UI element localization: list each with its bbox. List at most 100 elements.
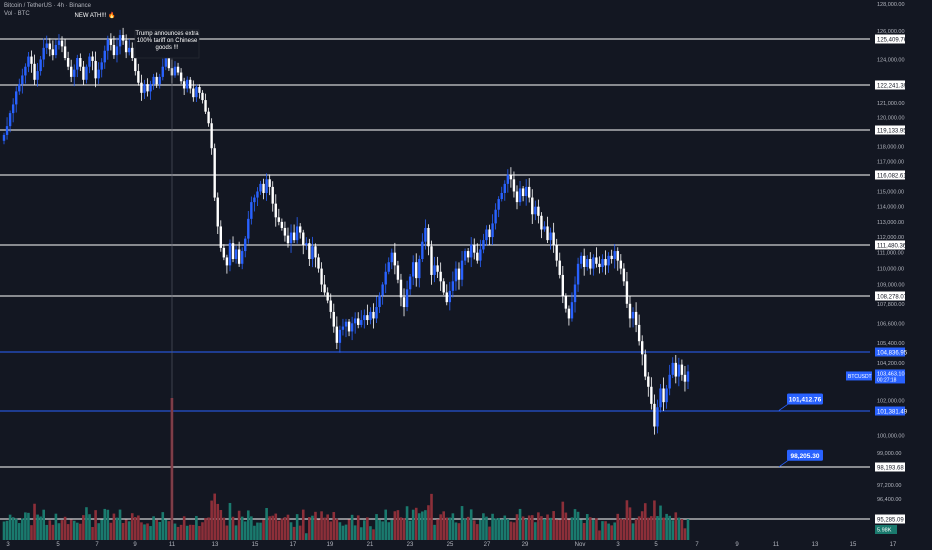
volume-bar-105: [323, 517, 326, 540]
candle-body-103: [317, 257, 320, 269]
volume-bar-141: [433, 524, 436, 540]
candle-body-137: [421, 241, 424, 260]
candle-body-157: [482, 240, 485, 250]
y-tick-14: 110,000.00: [877, 267, 904, 273]
y-tick-7: 117,000.00: [877, 159, 904, 165]
volume-bar-19: [60, 520, 64, 540]
candle-body-86: [265, 179, 268, 193]
volume-bar-181: [555, 519, 558, 540]
volume-bar-75: [231, 516, 235, 540]
current-price-countdown: 00:27:18: [877, 377, 897, 383]
volume-bar-167: [512, 522, 516, 540]
y-tick-22: 100,000.00: [877, 433, 905, 439]
volume-bar-70: [216, 503, 220, 540]
volume-bar-104: [320, 511, 323, 540]
white-level-label-3: 116,082.61: [877, 174, 907, 180]
candle-body-181: [555, 244, 558, 261]
candle-body-61: [189, 79, 192, 89]
candle-body-138: [424, 227, 427, 242]
candle-body-219: [671, 362, 674, 375]
white-level-label-5: 108,278.07: [877, 295, 908, 301]
volume-bar-83: [256, 522, 259, 540]
candle-body-75: [231, 243, 235, 260]
white-level-tag-1: [875, 80, 905, 90]
volume-bar-201: [616, 513, 620, 540]
volume-bar-144: [442, 511, 446, 540]
white-level-label-7: 95,285.09: [877, 518, 904, 524]
candle-body-19: [60, 40, 64, 47]
volume-bar-0: [2, 521, 6, 540]
candle-body-120: [369, 311, 372, 321]
candle-body-174: [534, 206, 537, 215]
candle-body-169: [518, 188, 522, 203]
candle-body-146: [448, 290, 452, 303]
tariff-line-3: goods !!!: [155, 45, 179, 51]
candle-body-163: [500, 192, 503, 200]
candle-body-77: [237, 249, 241, 264]
volume-bar-15: [48, 520, 52, 540]
x-tick-22: 17: [890, 542, 897, 548]
volume-bar-54: [167, 521, 171, 540]
candle-body-165: [506, 174, 510, 184]
candle-body-13: [42, 47, 45, 60]
candle-body-134: [411, 262, 415, 277]
volume-bar-137: [421, 511, 424, 540]
candle-body-162: [497, 199, 500, 210]
candle-body-156: [479, 249, 482, 261]
candle-body-107: [329, 300, 332, 312]
volume-bar-173: [530, 515, 534, 540]
volume-bar-77: [237, 510, 241, 540]
volume-bar-12: [39, 516, 42, 540]
volume-bar-112: [344, 524, 348, 540]
volume-bar-160: [491, 513, 494, 540]
candle-body-177: [543, 226, 546, 230]
candle-body-109: [335, 326, 339, 343]
candle-body-104: [320, 268, 323, 285]
candle-body-87: [268, 179, 271, 187]
candle-body-29: [91, 56, 94, 61]
volume-bar-185: [567, 519, 571, 540]
volume-bar-213: [653, 500, 656, 540]
volume-bar-38: [118, 509, 122, 540]
candle-body-66: [204, 100, 207, 112]
candle-body-9: [30, 56, 33, 64]
volume-bar-153: [469, 509, 473, 540]
candle-body-195: [598, 263, 601, 267]
candle-body-36: [112, 44, 116, 56]
volume-bar-89: [274, 513, 278, 540]
x-tick-9: 21: [367, 542, 374, 548]
volume-bar-82: [253, 525, 256, 540]
volume-bar-119: [366, 517, 369, 540]
candle-body-35: [109, 39, 113, 45]
candle-body-119: [366, 315, 369, 321]
blue-level-tag-0: [875, 347, 905, 357]
candle-body-143: [439, 271, 442, 282]
volume-bar-127: [390, 519, 394, 540]
volume-bar-71: [219, 510, 223, 540]
candle-body-70: [216, 197, 219, 227]
candle-body-33: [103, 50, 106, 63]
volume-bar-139: [427, 505, 430, 540]
candle-body-60: [186, 79, 189, 89]
x-tick-8: 19: [327, 542, 334, 548]
volume-bar-172: [527, 515, 531, 540]
candle-body-63: [195, 87, 198, 98]
candle-body-51: [158, 76, 161, 85]
volume-bar-23: [72, 520, 76, 540]
volume-bar-140: [430, 493, 433, 540]
candle-body-147: [451, 281, 455, 291]
volume-bar-103: [317, 519, 320, 540]
candle-body-148: [454, 268, 458, 282]
volume-bar-183: [561, 501, 565, 540]
volume-bar-58: [179, 524, 183, 540]
volume-bar-93: [286, 514, 290, 540]
volume-bar-148: [454, 522, 458, 540]
volume-bar-147: [451, 513, 455, 540]
candle-body-202: [619, 260, 623, 269]
volume-bar-21: [66, 524, 70, 540]
volume-bar-145: [445, 517, 449, 540]
candle-body-184: [564, 295, 568, 309]
candle-body-131: [402, 297, 406, 308]
candle-body-124: [381, 284, 384, 296]
